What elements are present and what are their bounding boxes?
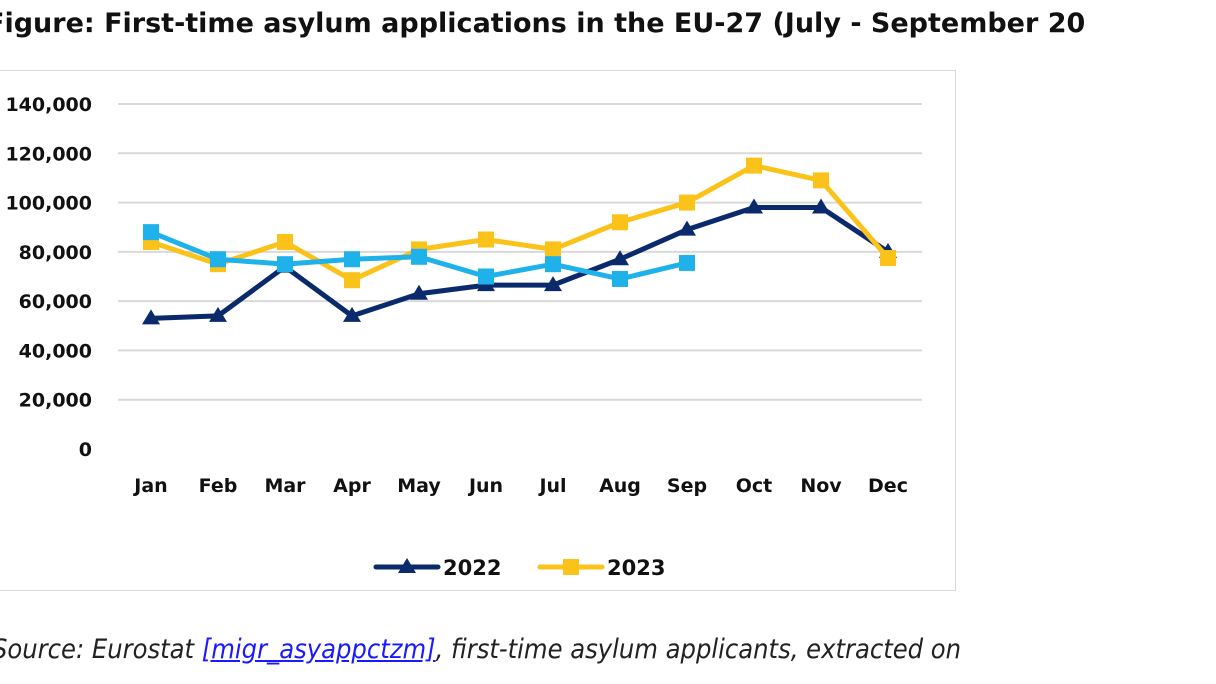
data-point xyxy=(745,198,763,214)
y-tick-label: 80,000 xyxy=(19,242,92,264)
legend-item: 2023 xyxy=(537,556,665,580)
y-tick-label: 100,000 xyxy=(5,193,92,215)
data-point xyxy=(143,224,159,241)
data-point xyxy=(210,251,226,268)
data-point xyxy=(344,251,360,268)
x-tick-label: Feb xyxy=(199,475,238,497)
data-point xyxy=(142,309,160,325)
chart-frame xyxy=(0,70,956,591)
data-point xyxy=(478,231,494,248)
x-tick-label: Aug xyxy=(599,475,641,497)
figure-title: Figure: First-time asylum applications i… xyxy=(0,8,1086,39)
data-point xyxy=(678,220,696,236)
x-tick-label: Jun xyxy=(467,475,503,497)
data-point xyxy=(209,306,227,322)
data-point xyxy=(478,268,494,285)
series-line xyxy=(150,205,890,321)
x-tick-label: Apr xyxy=(333,475,371,497)
data-point xyxy=(344,272,360,289)
x-tick-label: Nov xyxy=(800,475,842,497)
data-point xyxy=(746,157,762,174)
series-2023 xyxy=(143,157,896,289)
y-tick-label: 140,000 xyxy=(5,94,92,116)
data-point xyxy=(679,194,695,211)
data-point xyxy=(277,234,293,250)
data-point xyxy=(410,284,428,300)
data-point xyxy=(612,214,628,231)
data-point xyxy=(813,172,829,189)
y-tick-label: 0 xyxy=(79,439,92,461)
series-2022 xyxy=(142,198,897,325)
data-point xyxy=(398,558,416,573)
legend-item: 2022 xyxy=(373,556,501,580)
x-tick-label: Dec xyxy=(868,475,908,497)
x-tick-label: Oct xyxy=(736,475,773,497)
source-suffix: , first-time asylum applicants, extracte… xyxy=(435,634,962,665)
x-tick-label: Jan xyxy=(132,475,167,497)
data-point xyxy=(812,198,830,214)
x-tick-label: May xyxy=(397,475,441,497)
source-prefix: Source: Eurostat xyxy=(0,634,202,665)
y-tick-label: 40,000 xyxy=(19,340,92,362)
y-tick-label: 60,000 xyxy=(19,291,92,313)
series-unnamed-2 xyxy=(143,224,695,287)
data-point xyxy=(611,250,629,266)
source-note: Source: Eurostat [migr_asyappctzm], firs… xyxy=(0,634,961,665)
data-point xyxy=(544,276,562,292)
source-link[interactable]: [migr_asyappctzm] xyxy=(201,634,436,665)
data-point xyxy=(545,241,561,258)
data-point xyxy=(545,256,561,273)
x-tick-label: Mar xyxy=(264,475,306,497)
data-point xyxy=(679,254,695,271)
data-point xyxy=(880,250,896,267)
legend-label: 2022 xyxy=(443,556,501,580)
y-tick-label: 20,000 xyxy=(19,390,92,412)
data-point xyxy=(411,248,427,265)
y-tick-label: 120,000 xyxy=(5,143,92,165)
data-point xyxy=(563,559,579,575)
data-point xyxy=(343,306,361,322)
data-point xyxy=(612,270,628,287)
data-point xyxy=(277,256,293,273)
x-tick-label: Sep xyxy=(667,475,707,497)
legend-label: 2023 xyxy=(607,556,665,580)
series-line xyxy=(150,163,890,283)
x-tick-label: Jul xyxy=(537,475,566,497)
